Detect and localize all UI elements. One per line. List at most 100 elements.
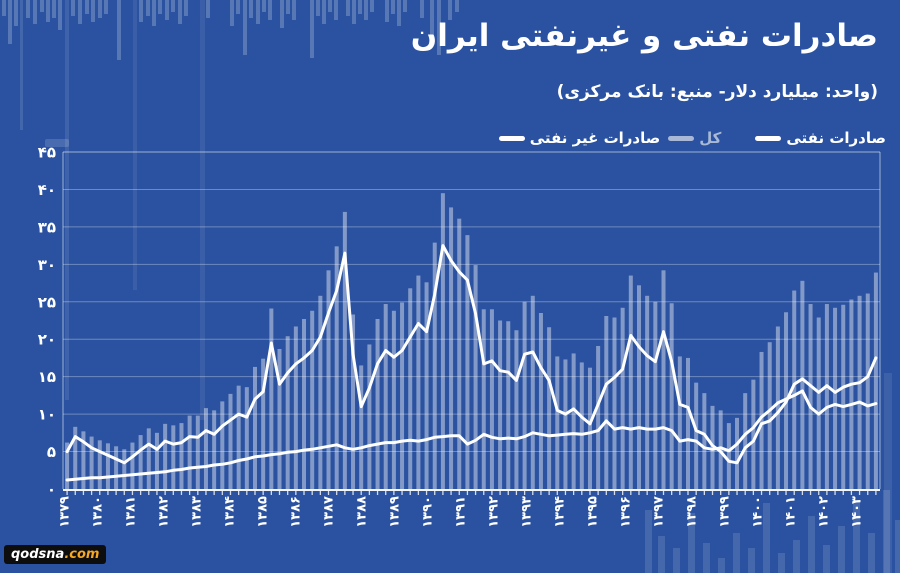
decor-bar-top [358,0,362,14]
decor-bar-bottom [673,548,680,573]
decor-bar-top [256,0,260,24]
decor-bar-top [286,0,290,14]
x-axis-label: ۱۳۸۶ [289,496,304,528]
decor-bar-top [26,0,30,18]
x-axis-label: ۱۳۸۵ [256,496,271,528]
x-axis-label: ۱۳۹۸ [685,496,700,528]
decor-bar-bottom [895,520,900,573]
legend-item-nonoil: صادرات غیر نفتی [498,129,661,147]
decor-bar-bottom [645,510,652,573]
decor-bar-top [310,0,314,58]
y-axis-label: ۲۵ [38,293,56,311]
x-axis-label: ۱۳۹۶ [619,496,634,528]
chart-legend: صادرات غیر نفتی کل صادرات نفتی [498,129,886,147]
x-axis-label: ۱۳۹۵ [586,496,601,528]
decor-bar-top [65,0,69,400]
decor-bar-top [206,0,210,18]
decor-bar-top [455,0,459,12]
decor-bar-top [46,0,50,22]
legend-label-nonoil: صادرات غیر نفتی [529,129,661,147]
decor-bar-top [14,0,18,26]
page-subtitle: (واحد: میلیارد دلار- منبع: بانک مرکزی) [556,82,878,102]
x-axis-label: ۱۳۹۱ [454,496,469,528]
decor-bar-top [430,0,434,40]
x-axis-label: ۱۳۸۴ [223,496,238,528]
decor-bar-top [420,0,424,18]
decor-bar-top [78,0,82,24]
watermark-site: qodsna [11,547,65,562]
decor-bar-bottom [838,526,845,573]
decor-bar-top [391,0,395,14]
x-axis-label: ۱۳۸۹ [388,496,403,528]
decor-bar-top [139,0,143,22]
x-axis-label: ۱۳۸۸ [355,496,370,528]
decor-bar-bottom [883,490,890,573]
gridlines [63,151,880,453]
y-axis-label: ۴۵ [38,144,56,162]
decor-bar-top [370,0,374,12]
x-axis-label: ۱۳۹۰ [421,496,436,528]
x-axis-label: ۱۳۷۹ [58,496,73,528]
decor-bar-bottom [763,503,770,573]
decor-bar-bottom [658,536,665,573]
y-axis-label: ۳۰ [38,256,56,274]
decor-bar-top [20,0,23,130]
decor-bar-top [316,0,320,16]
total-bars [65,193,878,490]
decor-bar-bottom [748,548,755,573]
decor-blob [45,139,69,147]
decor-bar-top [8,0,12,44]
decor-bar-top [52,0,56,18]
decor-bar-bottom [733,533,740,573]
y-axis-labels: ۰ ۵ ۱۰ ۱۵ ۲۰ ۲۵ ۳۰ ۳۵ ۴۰ ۴۵ [38,144,56,499]
oil-line [65,244,878,465]
decor-bar-top [71,0,75,16]
decor-bar-top [40,0,44,12]
x-axis-label: ۱۳۸۳ [190,496,205,528]
decor-bar-top [346,0,350,16]
x-axis-label: ۱۳۹۲ [487,496,502,528]
decor-bar-top [334,0,338,20]
decor-bar-top [152,0,156,26]
decor-bar-top [280,0,284,28]
y-axis-label: ۵ [47,443,56,461]
decor-bar-top [158,0,162,14]
decor-bar-top [322,0,326,24]
decor-bar-top [328,0,332,12]
x-axis-label: ۱۴۰۳ [850,496,865,528]
decor-bar-top [58,0,62,30]
decor-bar-top [2,0,6,16]
x-axis-label: ۱۳۹۴ [553,496,568,528]
decor-bar-bottom [688,513,695,573]
decor-bar-top [85,0,89,14]
decor-bar-top [292,0,296,20]
decor-bar-top [91,0,95,22]
decor-bar-top [98,0,102,18]
legend-label-oil: صادرات نفتی [786,129,886,147]
decor-bar-top [230,0,234,26]
x-axis-labels: ۱۳۷۹ ۱۳۸۰ ۱۳۸۱ ۱۳۸۲ ۱۳۸۳ ۱۳۸۴ ۱۳۸۵ ۱۳۸۶ ۱۳۸۷ ۱۳۸۸… [58,496,865,528]
decor-bar-top [364,0,368,20]
x-axis-label: ۱۳۹۳ [520,496,535,528]
nonoil-line-swatch [498,135,525,141]
decor-bar-bottom [703,543,710,573]
decor-bar-top [178,0,182,24]
page-title: صادرات نفتی و غیرنفتی ایران [410,18,878,54]
y-axis-label: ۴۰ [38,181,56,199]
x-axis-ticks [66,491,877,495]
decor-bar-top [33,0,37,24]
decor-bar-top [437,0,441,55]
decor-bar-top [165,0,169,20]
legend-item-total: کل [668,129,721,147]
legend-label-total: کل [699,129,722,147]
decor-bar-bottom [868,533,875,573]
decor-bar-top [171,0,175,12]
decor-bar-top [146,0,150,16]
decor-bar-top [133,0,137,290]
decor-bar-top [268,0,272,20]
decor-bar-bottom [853,500,860,573]
x-axis-label: ۱۳۹۷ [652,496,667,528]
total-bar-swatch [668,135,695,141]
